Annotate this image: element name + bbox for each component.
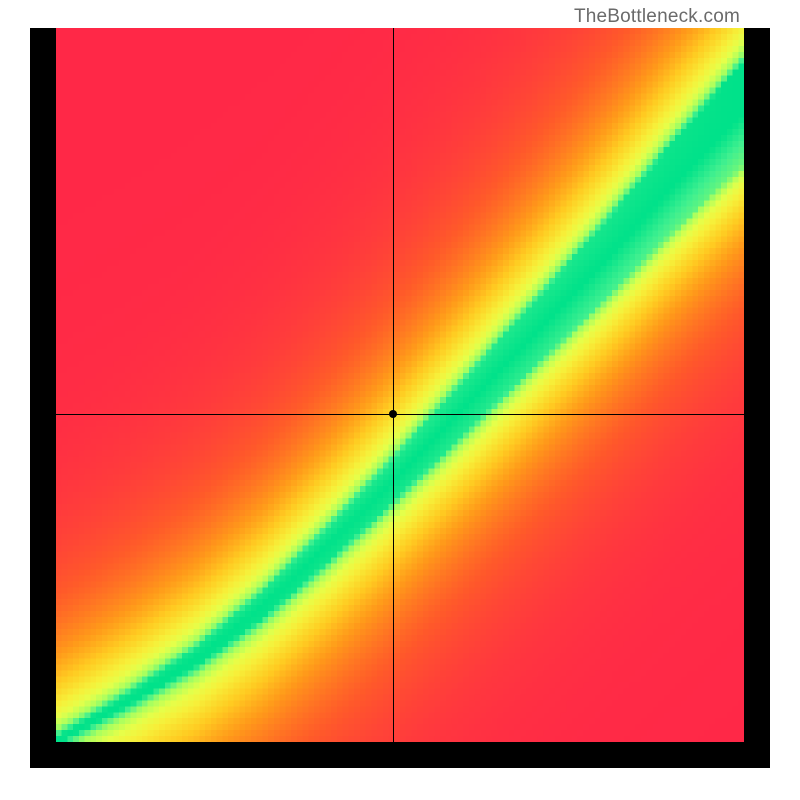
crosshair-vertical (393, 28, 394, 742)
crosshair-horizontal (56, 414, 744, 415)
heatmap-area (56, 28, 744, 742)
plot-frame (30, 28, 770, 768)
chart-container: TheBottleneck.com (0, 0, 800, 800)
heatmap-canvas (56, 28, 744, 742)
watermark-text: TheBottleneck.com (574, 6, 740, 28)
marker-dot (389, 410, 397, 418)
